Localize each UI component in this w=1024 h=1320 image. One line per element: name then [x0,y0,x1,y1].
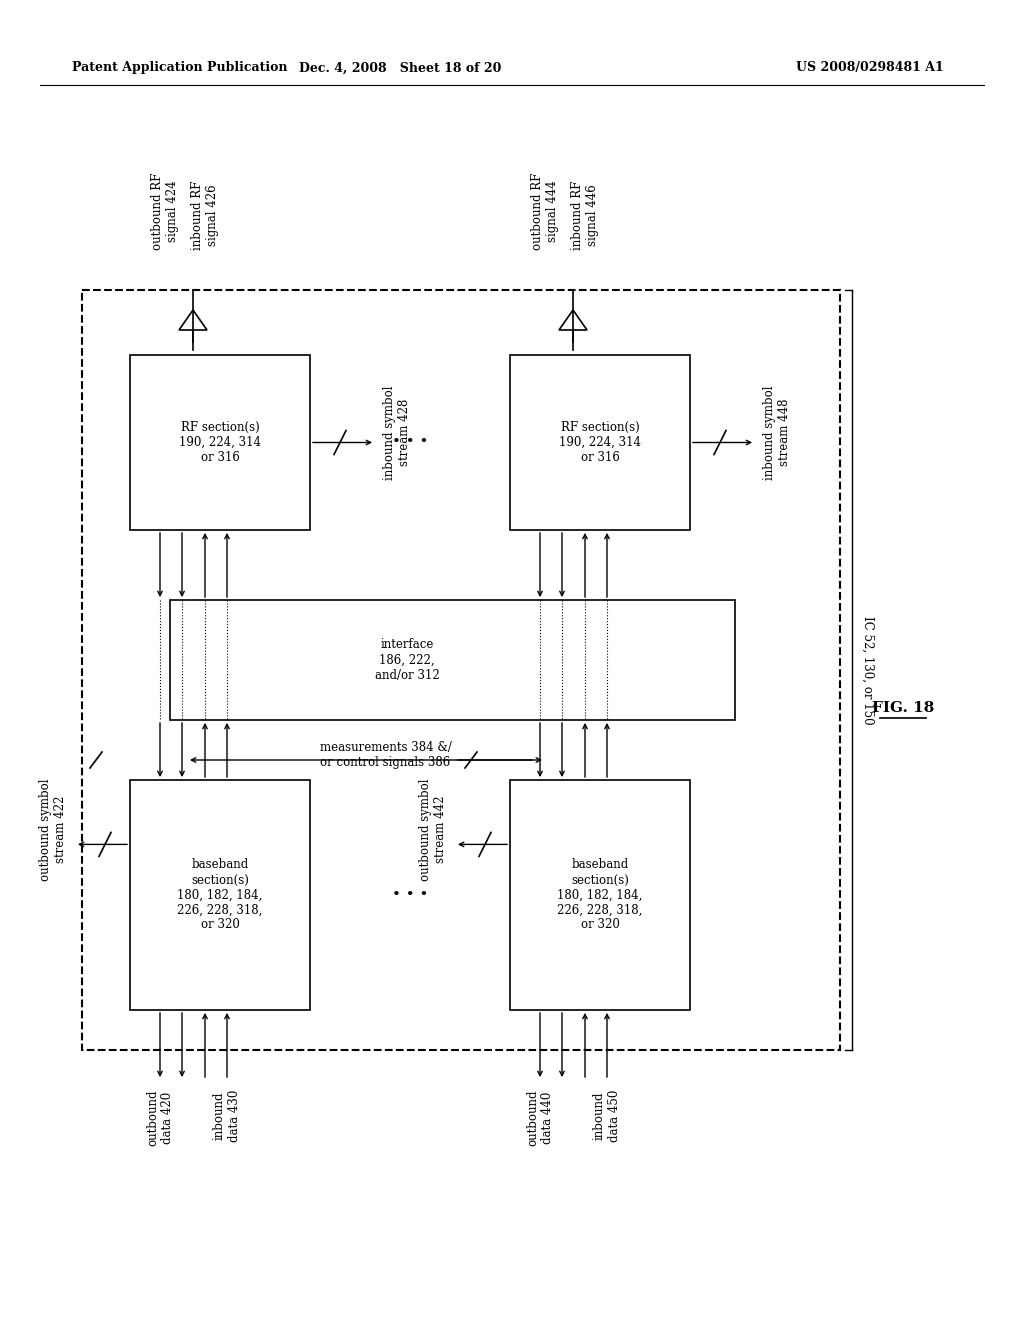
Polygon shape [510,355,690,531]
Polygon shape [130,355,310,531]
Text: measurements 384 &/
or control signals 386: measurements 384 &/ or control signals 3… [319,741,452,770]
Text: baseband
section(s)
180, 182, 184,
226, 228, 318,
or 320: baseband section(s) 180, 182, 184, 226, … [557,858,643,932]
Text: outbound symbol
stream 422: outbound symbol stream 422 [39,779,67,880]
Text: IC 52, 130, or 150: IC 52, 130, or 150 [861,615,874,725]
Text: outbound
data 440: outbound data 440 [526,1090,554,1147]
Text: inbound
data 450: inbound data 450 [593,1090,621,1142]
Text: outbound symbol
stream 442: outbound symbol stream 442 [419,779,447,880]
Text: FIG. 18: FIG. 18 [871,701,934,715]
Text: inbound
data 430: inbound data 430 [213,1090,241,1142]
Text: outbound RF
signal 424: outbound RF signal 424 [151,173,179,249]
Text: inbound symbol
stream 448: inbound symbol stream 448 [763,385,791,479]
Text: Patent Application Publication: Patent Application Publication [72,62,288,74]
Polygon shape [130,780,310,1010]
Text: • • •: • • • [392,888,428,902]
Polygon shape [510,780,690,1010]
Text: Dec. 4, 2008   Sheet 18 of 20: Dec. 4, 2008 Sheet 18 of 20 [299,62,501,74]
Text: outbound RF
signal 444: outbound RF signal 444 [531,173,559,249]
Text: RF section(s)
190, 224, 314
or 316: RF section(s) 190, 224, 314 or 316 [559,421,641,465]
Text: inbound RF
signal 426: inbound RF signal 426 [191,181,219,249]
Polygon shape [170,601,735,719]
Text: baseband
section(s)
180, 182, 184,
226, 228, 318,
or 320: baseband section(s) 180, 182, 184, 226, … [177,858,263,932]
Text: outbound
data 420: outbound data 420 [146,1090,174,1147]
Text: inbound RF
signal 446: inbound RF signal 446 [571,181,599,249]
Text: RF section(s)
190, 224, 314
or 316: RF section(s) 190, 224, 314 or 316 [179,421,261,465]
Text: • • •: • • • [392,436,428,450]
Text: inbound symbol
stream 428: inbound symbol stream 428 [383,385,411,479]
Text: interface
186, 222,
and/or 312: interface 186, 222, and/or 312 [375,639,439,681]
Text: US 2008/0298481 A1: US 2008/0298481 A1 [796,62,944,74]
